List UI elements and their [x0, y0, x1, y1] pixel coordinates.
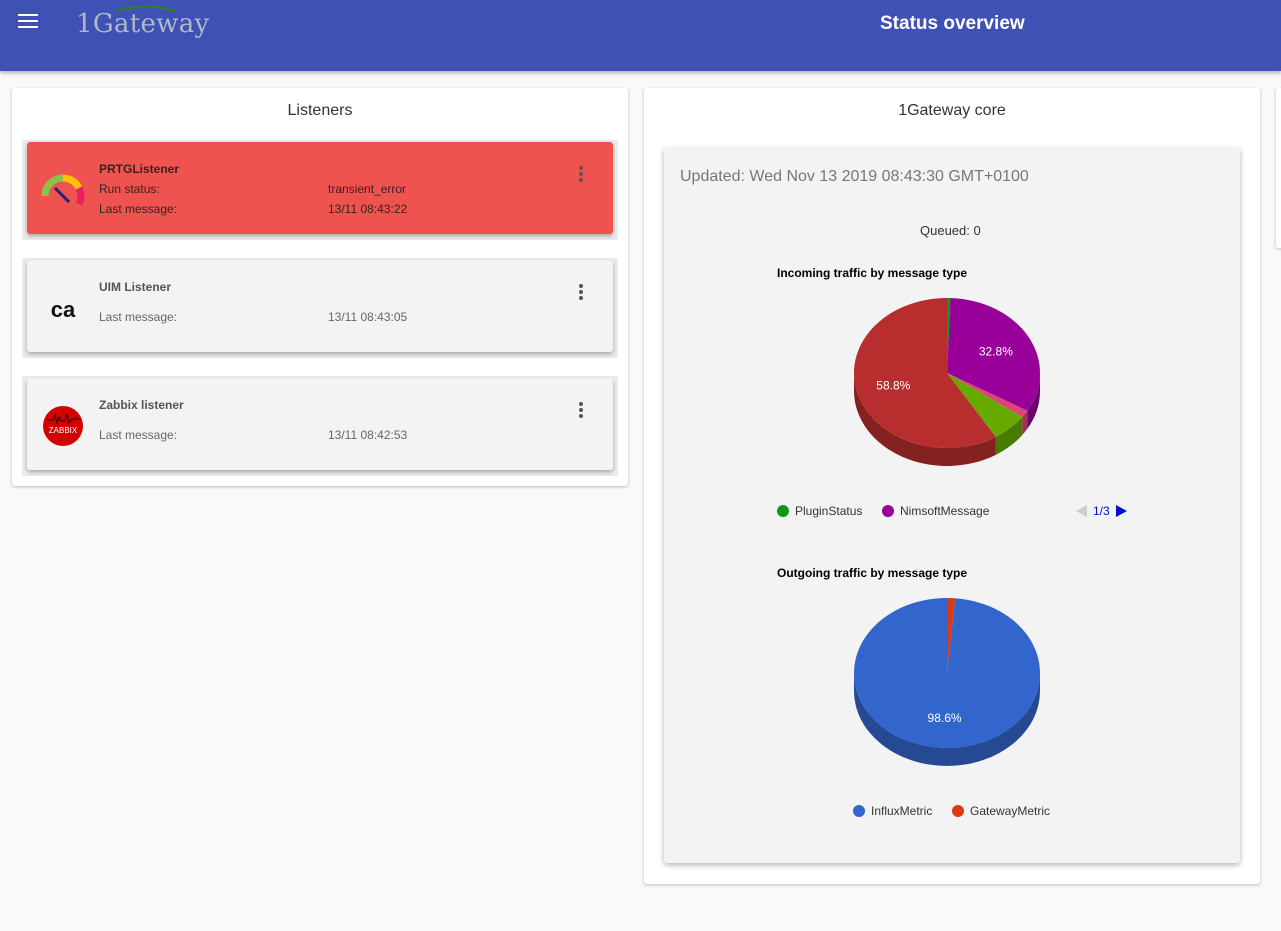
listeners-card: Listeners PRTGListener Run status: trans…	[12, 88, 628, 486]
pager-next-icon[interactable]	[1115, 505, 1127, 517]
run-status-label: Run status:	[99, 182, 160, 196]
legend-item-gatewaymetric[interactable]: GatewayMetric	[952, 804, 1050, 818]
pie-data-label: 32.8%	[979, 344, 1013, 358]
legend-dot	[777, 505, 789, 517]
more-options-icon[interactable]	[576, 284, 586, 304]
pie-slice-side	[854, 373, 996, 466]
updated-timestamp: Updated: Wed Nov 13 2019 08:43:30 GMT+01…	[680, 168, 1029, 185]
hamburger-menu-icon[interactable]	[18, 14, 38, 30]
listener-name: UIM Listener	[99, 280, 172, 294]
listeners-title: Listeners	[287, 102, 353, 119]
more-options-icon[interactable]	[576, 166, 586, 186]
legend-pager: 1/3	[1076, 504, 1127, 518]
svg-text:ZABBIX: ZABBIX	[49, 426, 78, 435]
last-message-label: Last message:	[99, 202, 178, 216]
pie-slice-side	[995, 417, 1023, 455]
pie-data-label: 98.6%	[928, 711, 962, 725]
pie-slice[interactable]	[947, 373, 1023, 437]
listener-row: ZABBIX Zabbix listener Last message: 13/…	[22, 376, 618, 476]
pager-label: 1/3	[1093, 504, 1110, 518]
pie-slice[interactable]	[947, 298, 951, 373]
pie-slice[interactable]	[854, 298, 996, 448]
partial-card	[1276, 88, 1281, 248]
legend-dot	[952, 805, 964, 817]
zabbix-logo-icon: ZABBIX	[43, 406, 83, 446]
legend-label: PluginStatus	[795, 504, 863, 518]
last-message-label: Last message:	[99, 310, 178, 324]
prtg-gauge-icon	[41, 174, 85, 206]
app-bar: 1Gateway Status overview	[0, 0, 1281, 71]
listener-name: PRTGListener	[99, 162, 180, 176]
outgoing-chart-title: Outgoing traffic by message type	[777, 566, 968, 580]
legend-label: InfluxMetric	[871, 804, 933, 818]
core-title: 1Gateway core	[898, 102, 1006, 119]
legend-item-nimsoftmessage[interactable]: NimsoftMessage	[882, 504, 989, 518]
listener-row: ca UIM Listener Last message: 13/11 08:4…	[22, 258, 618, 358]
more-options-icon[interactable]	[576, 402, 586, 422]
pie-slice[interactable]	[947, 598, 956, 673]
pie-slice[interactable]	[854, 598, 1040, 748]
pie-slice[interactable]	[947, 373, 1028, 418]
listener-name: Zabbix listener	[99, 398, 184, 412]
last-message-label: Last message:	[99, 428, 178, 442]
ca-logo-icon: ca	[51, 297, 76, 322]
legend-label: NimsoftMessage	[900, 504, 990, 518]
logo-text: 1Gateway	[76, 9, 210, 39]
run-status-value: transient_error	[328, 182, 407, 196]
logo-arc-icon	[115, 5, 177, 12]
svg-text:ca: ca	[51, 297, 76, 322]
core-status-panel: Updated: Wed Nov 13 2019 08:43:30 GMT+01…	[664, 148, 1240, 863]
legend-item-influxmetric[interactable]: InfluxMetric	[853, 804, 932, 818]
pie-slice[interactable]	[947, 298, 1040, 411]
core-card: 1Gateway core Updated: Wed Nov 13 2019 0…	[644, 88, 1260, 884]
pie-slice-side	[1022, 410, 1028, 436]
incoming-chart-title: Incoming traffic by message type	[777, 266, 968, 280]
pager-prev-icon[interactable]	[1076, 505, 1087, 517]
outgoing-pie-chart: 98.6%	[854, 598, 1040, 766]
queued-count: Queued: 0	[920, 223, 981, 238]
listener-card-zabbix[interactable]: ZABBIX Zabbix listener Last message: 13/…	[27, 378, 613, 470]
app-logo[interactable]: 1Gateway	[76, 4, 209, 44]
last-message-value: 13/11 08:43:22	[328, 202, 408, 216]
listener-card-prtg[interactable]: PRTGListener Run status: transient_error…	[27, 142, 613, 234]
pie-slice-side	[1027, 373, 1040, 429]
incoming-pie-chart: 32.8% 58.8%	[854, 298, 1040, 466]
legend-dot	[882, 505, 894, 517]
listener-row: PRTGListener Run status: transient_error…	[22, 140, 618, 240]
page-title: Status overview	[880, 13, 1025, 34]
pie-slice-side	[854, 673, 1040, 766]
pie-data-label: 58.8%	[876, 378, 910, 392]
legend-dot	[853, 805, 865, 817]
legend-label: GatewayMetric	[970, 804, 1051, 818]
last-message-value: 13/11 08:43:05	[328, 310, 408, 324]
legend-item-pluginstatus[interactable]: PluginStatus	[777, 504, 862, 518]
listener-card-uim[interactable]: ca UIM Listener Last message: 13/11 08:4…	[27, 260, 613, 352]
last-message-value: 13/11 08:42:53	[328, 428, 408, 442]
